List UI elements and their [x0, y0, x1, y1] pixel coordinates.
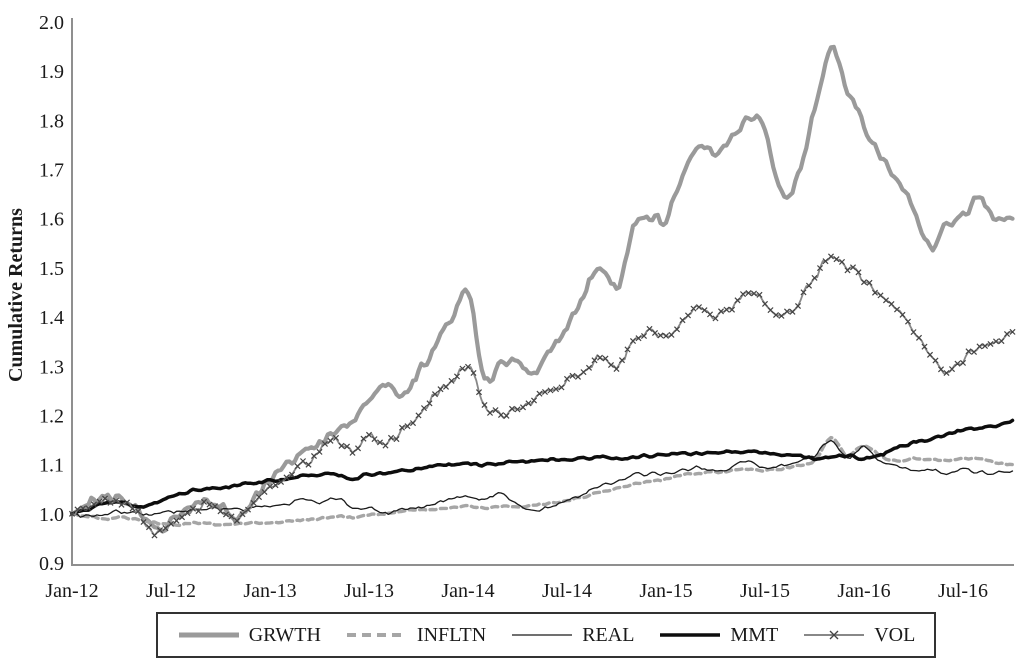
- cumulative-returns-line-chart: 0.9 1.0 1.1 1.2 1.3 1.4 1.5 1.6 1.7 1.8 1.9 2.0 Jan…: [5, 12, 1016, 602]
- legend-sample-gray-x-marker: [804, 630, 865, 640]
- legend-sample-dashed-gray: [346, 633, 407, 637]
- legend-label: VOL: [874, 623, 916, 646]
- legend-item-mmt: MMT: [658, 624, 778, 647]
- legend-label: INFLTN: [416, 623, 487, 646]
- y-tick-label: 1.9: [39, 61, 64, 83]
- x-tick-label: Jul-16: [938, 580, 988, 602]
- series-line-real: [71, 439, 1014, 518]
- legend-item-infltn: INFLTN: [345, 624, 486, 647]
- x-tick-label: Jul-12: [146, 580, 196, 602]
- y-tick-label: 0.9: [39, 553, 64, 575]
- y-tick-label: 1.2: [39, 405, 64, 427]
- legend-sample-thin-black: [512, 634, 573, 636]
- legend-label: REAL: [582, 623, 635, 646]
- x-tick-label: Jan-13: [243, 580, 296, 602]
- legend-item-vol: VOL: [802, 624, 915, 647]
- legend-label: GRWTH: [248, 623, 321, 646]
- legend-item-real: REAL: [510, 624, 634, 647]
- legend-x-marker-icon: [829, 630, 839, 640]
- legend-label: MMT: [730, 623, 779, 646]
- legend: GRWTH INFLTN REAL MMT VOL: [156, 612, 936, 658]
- y-tick-label: 1.1: [39, 455, 64, 477]
- y-tick-label: 1.5: [39, 258, 64, 280]
- series-markers-vol: [68, 253, 1016, 539]
- legend-item-grwth: GRWTH: [177, 624, 321, 647]
- x-tick-label: Jul-15: [740, 580, 790, 602]
- y-tick-label: 1.4: [39, 307, 64, 329]
- x-tick-label: Jan-12: [45, 580, 98, 602]
- y-axis-tick-labels: 0.9 1.0 1.1 1.2 1.3 1.4 1.5 1.6 1.7 1.8 1.9 2.0: [39, 12, 64, 575]
- y-axis-title: Cumulative Returns: [5, 208, 27, 382]
- y-tick-label: 2.0: [39, 12, 64, 34]
- y-tick-label: 1.6: [39, 209, 64, 231]
- series-lines: [68, 44, 1016, 539]
- y-tick-label: 1.3: [39, 356, 64, 378]
- y-tick-label: 1.7: [39, 160, 64, 182]
- y-tick-label: 1.0: [39, 504, 64, 526]
- series-line-infltn: [70, 435, 1015, 528]
- x-tick-label: Jan-15: [639, 580, 692, 602]
- series-line-mmt: [70, 418, 1015, 516]
- x-tick-label: Jan-16: [837, 580, 890, 602]
- axis-lines: [71, 18, 1014, 566]
- x-tick-label: Jan-14: [441, 580, 494, 602]
- x-tick-label: Jul-13: [344, 580, 394, 602]
- legend-sample-thick-gray: [178, 632, 239, 638]
- x-axis-tick-labels: Jan-12 Jul-12 Jan-13 Jul-13 Jan-14 Jul-14 Jan-…: [45, 580, 988, 602]
- y-tick-label: 1.8: [39, 110, 64, 132]
- x-tick-label: Jul-14: [542, 580, 592, 602]
- legend-sample-thick-black: [660, 633, 721, 637]
